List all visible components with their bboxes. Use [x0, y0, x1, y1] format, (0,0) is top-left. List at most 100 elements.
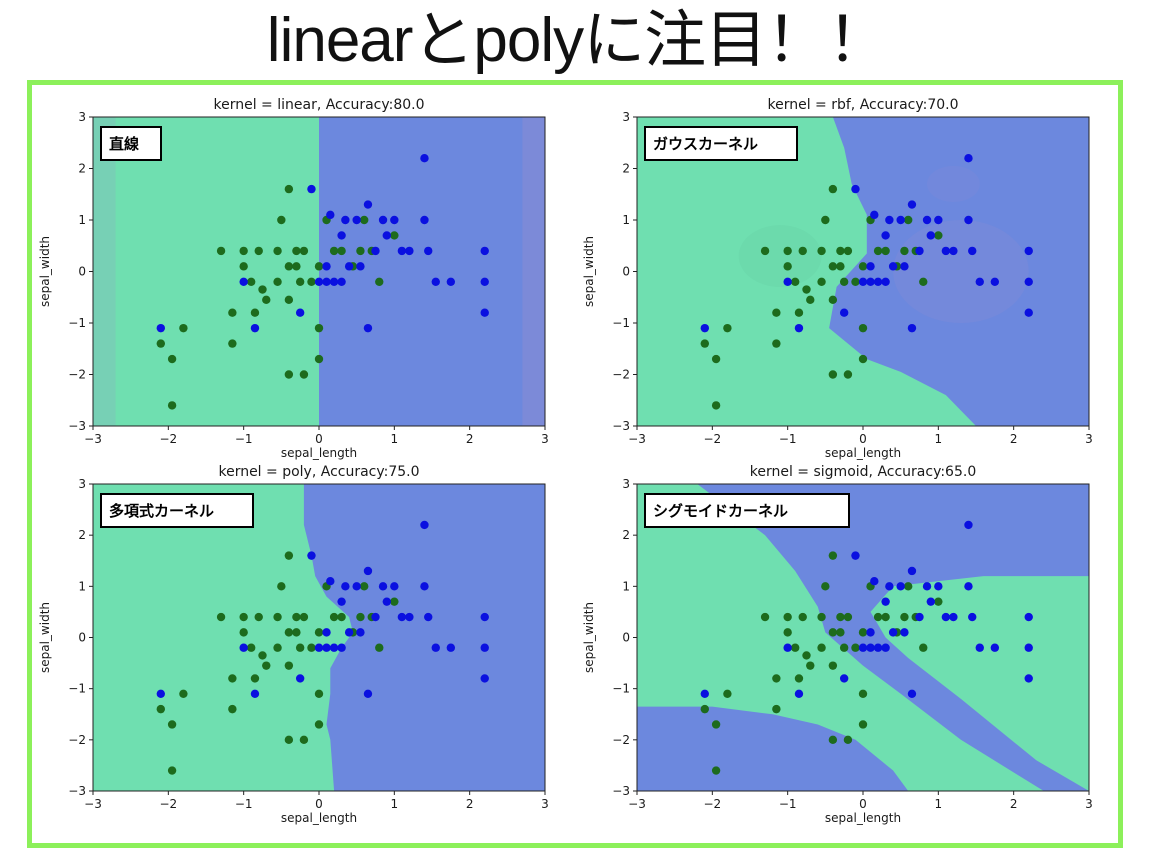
- data-point-green: [314, 720, 324, 729]
- data-point-green: [329, 246, 339, 256]
- x-tick-label: 1: [391, 797, 399, 811]
- data-point-blue: [700, 689, 709, 698]
- data-point-green: [858, 323, 868, 333]
- data-point-blue: [1024, 246, 1033, 256]
- data-point-green: [258, 651, 267, 660]
- data-point-green: [292, 246, 301, 256]
- data-point-green: [828, 735, 838, 745]
- data-point-green: [919, 643, 928, 652]
- data-point-blue: [314, 277, 324, 286]
- x-tick-label: 2: [1010, 797, 1018, 811]
- data-point-blue: [783, 277, 792, 286]
- data-point-blue: [907, 323, 917, 333]
- data-point-green: [760, 246, 770, 256]
- data-point-green: [828, 262, 838, 271]
- data-point-blue: [344, 262, 354, 271]
- data-point-green: [806, 661, 815, 670]
- data-point-blue: [337, 231, 346, 240]
- decision-region-blue: [697, 484, 1089, 791]
- kernel-badge-box: [644, 493, 850, 528]
- data-point-blue: [858, 643, 868, 652]
- data-point-green: [292, 262, 301, 271]
- data-point-blue: [896, 582, 905, 591]
- data-point-blue: [405, 612, 414, 622]
- data-point-green: [783, 262, 792, 271]
- data-point-blue: [1024, 308, 1033, 317]
- data-point-green: [828, 551, 838, 560]
- data-point-blue: [881, 643, 890, 652]
- axis-ticks: −3 −2 −1 0 1 2 3 3 2 1 0 −1 −2 −3: [68, 477, 549, 811]
- data-point-blue: [964, 582, 973, 591]
- data-point-green: [337, 246, 346, 256]
- data-point-green: [273, 246, 282, 256]
- y-tick-label: 0: [622, 265, 630, 279]
- data-point-blue: [424, 246, 433, 256]
- decision-region-blue: [637, 706, 909, 791]
- data-point-blue: [900, 262, 909, 271]
- data-point-green: [836, 628, 845, 637]
- data-point-blue: [907, 566, 917, 576]
- data-point-green: [817, 643, 826, 652]
- data-point-green: [934, 231, 943, 240]
- data-point-green: [375, 643, 384, 652]
- data-point-green: [791, 643, 800, 652]
- data-point-green: [711, 766, 721, 775]
- data-point-blue: [322, 643, 331, 652]
- data-point-green: [295, 277, 305, 286]
- data-point-blue: [326, 210, 335, 220]
- chart-title: kernel = sigmoid, Accuracy:65.0: [750, 464, 976, 480]
- data-point-blue: [964, 154, 973, 163]
- data-point-blue: [934, 582, 943, 591]
- data-point-blue: [341, 582, 350, 591]
- data-point-blue: [341, 215, 350, 225]
- y-tick-label: 0: [622, 631, 630, 645]
- chart-title: kernel = rbf, Accuracy:70.0: [768, 97, 959, 113]
- x-tick-label: 2: [1010, 432, 1018, 446]
- x-tick-label: 3: [541, 432, 549, 446]
- axis-ticks: −3 −2 −1 0 1 2 3 3 2 1 0 −1 −2 −3: [612, 110, 1093, 446]
- data-point-blue: [990, 277, 1000, 286]
- data-point-green: [167, 720, 177, 729]
- data-point-green: [851, 643, 860, 652]
- chart-title: kernel = poly, Accuracy:75.0: [218, 464, 419, 480]
- y-tick-label: 2: [622, 162, 630, 176]
- data-point-blue: [885, 215, 894, 225]
- y-tick-label: −1: [68, 682, 86, 696]
- data-point-green: [284, 628, 294, 637]
- data-point-blue: [851, 184, 860, 194]
- data-point-green: [723, 323, 732, 333]
- data-point-blue: [968, 612, 977, 622]
- data-point-green: [284, 735, 294, 745]
- data-point-blue: [239, 643, 248, 652]
- x-tick-label: 1: [391, 432, 399, 446]
- data-points: [156, 520, 489, 775]
- data-point-blue: [397, 246, 407, 256]
- x-tick-label: −1: [235, 797, 253, 811]
- data-point-green: [277, 582, 286, 591]
- y-tick-label: 3: [622, 477, 630, 491]
- x-tick-label: 3: [1085, 797, 1093, 811]
- data-point-blue: [885, 582, 894, 591]
- data-point-green: [900, 246, 909, 256]
- data-point-green: [881, 246, 890, 256]
- y-tick-label: 2: [78, 528, 86, 542]
- y-tick-label: −1: [612, 682, 630, 696]
- data-point-green: [284, 262, 294, 271]
- x-tick-label: −2: [159, 797, 177, 811]
- data-point-blue: [858, 277, 868, 286]
- data-point-green: [156, 339, 165, 348]
- data-point-blue: [881, 231, 890, 240]
- data-point-green: [250, 308, 260, 317]
- data-point-green: [828, 628, 838, 637]
- data-point-green: [314, 354, 324, 364]
- data-point-blue: [431, 277, 440, 286]
- data-point-blue: [344, 628, 354, 637]
- data-point-green: [390, 231, 399, 240]
- data-point-blue: [1024, 612, 1033, 622]
- data-point-blue: [941, 612, 951, 622]
- data-point-green: [262, 661, 271, 670]
- data-point-green: [802, 651, 811, 660]
- data-point-green: [904, 215, 913, 225]
- data-point-green: [821, 215, 830, 225]
